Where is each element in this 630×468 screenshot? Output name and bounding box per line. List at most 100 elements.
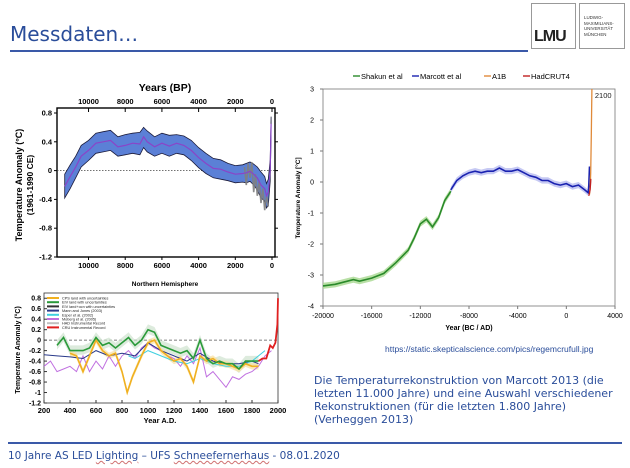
chart0-y-tick-label: -0.4 [39,195,53,204]
chart1-y-tick-label: -0.2 [29,348,41,355]
chart0-top-tick-label: 2000 [227,97,244,106]
chart0-top-tick-label: 10000 [78,97,99,106]
chart1-legend-label: Mann and Jones (2003) [62,309,103,313]
chart2-x-tick-label: 4000 [607,313,623,320]
footer-part4: Schneefernerhaus [173,450,270,462]
chart2-x-tick-label: 0 [564,313,568,320]
slide-footer: 10 Jahre AS LED Lighting – UFS Schneefer… [8,450,340,462]
chart1-x-tick-label: 1000 [140,406,157,415]
lmu-logo-mark: LMU [534,28,567,45]
chart2-series-hadcrut4 [588,178,592,197]
chart1-x-tick-label: 200 [38,406,51,415]
marcott-chart: Years (BP) Northern Hemisphere Temperatu… [14,82,278,288]
chart1-x-tick-label: 1400 [192,406,209,415]
chart2-legend-label: Shakun et al [361,72,403,81]
chart0-bottom-tick-label: 6000 [154,261,171,270]
chart2-series-shakun-et-al [322,190,452,287]
chart1-series-cru-instrumental [258,298,279,362]
chart1-cps-uncertainty [70,337,259,396]
chart0-top-title: Years (BP) [139,82,192,94]
chart0-instrumental-variance [243,161,270,211]
chart1-legend-label: HAD Instrumental Record [62,322,105,326]
chart1-legend-label: Moberg et al. (2005) [62,318,97,322]
chart2-band-shakun-et-al [323,188,451,289]
source-url[interactable]: https://static.skepticalscience.com/pics… [385,344,594,354]
chart0-top-tick-label: 4000 [190,97,207,106]
slide-title: Messdaten… [10,22,139,46]
chart1-xlabel: Year A.D. [144,416,177,425]
chart1-series-eiv-land [56,328,259,371]
chart0-ylabel: Temperature Anomaly (°C) [14,129,24,242]
mann-reconstructions-chart: Year A.D. Temperature Anomaly (°C) 200 40… [14,292,287,425]
chart1-y-tick-label: -0.6 [29,369,41,376]
chart1-legend-label: EIV land with uncertainties [62,301,107,305]
chart2-xlabel: Year (BC / AD) [445,325,492,332]
chart2-y-tick-label: -3 [308,273,314,280]
chart2-y-tick-label: -2 [308,242,314,249]
chart1-x-tick-label: 1200 [166,406,183,415]
chart0-y-tick-label: 0 [48,166,52,175]
chart1-x-tick-label: 2000 [270,406,287,415]
footer-part5: - 08.01.2020 [269,450,340,462]
chart1-y-tick-label: 0.8 [31,296,41,303]
lmu-logo-wordmark: LUDWIG- MAXIMILIANS- UNIVERSITÄT MÜNCHEN [579,3,625,49]
chart0-top-tick-label: 8000 [117,97,134,106]
chart2-x-tick-label: -4000 [509,313,527,320]
shakun-marcott-chart: Year (BC / AD) Temperature Anomaly [°C] … [294,72,623,332]
chart1-y-tick-label: 0.2 [31,327,41,334]
chart2-x-tick-label: -12000 [409,313,431,320]
chart2-y-tick-label: -4 [308,304,314,311]
chart2-x-tick-label: -20000 [312,313,334,320]
footer-line [8,442,622,444]
chart2-frame [322,88,616,307]
chart2-x-tick-label: -8000 [460,313,478,320]
chart1-y-tick-label: 0.6 [31,306,41,313]
chart0-bottom-tick-label: 0 [270,261,274,270]
chart2-legend-label: A1B [492,72,506,81]
chart1-y-tick-label: 0.4 [31,317,41,324]
chart2-y-tick-label: 1 [310,149,314,156]
chart1-y-tick-label: -0.4 [29,359,41,366]
chart1-x-tick-label: 1800 [244,406,261,415]
footer-part1: 10 Jahre AS LED [8,450,96,462]
chart0-top-tick-label: 0 [270,97,274,106]
chart2-y-tick-label: -1 [308,211,314,218]
chart0-xlabel: Northern Hemisphere [132,281,199,288]
chart2-x-tick-label: -16000 [361,313,383,320]
chart0-y-tick-label: -0.8 [39,224,52,233]
chart1-x-tick-label: 800 [116,406,129,415]
chart0-ylabel2: (1961-1990 CE) [25,155,35,216]
chart2-y-tick-label: 2 [310,118,314,125]
chart1-y-tick-label: -0.8 [29,380,41,387]
chart2-series-marcott-et-al [450,166,591,195]
chart1-y-tick-label: -1.2 [29,401,41,408]
chart1-y-tick-label: 0 [37,338,41,345]
title-underline [10,50,528,52]
chart2-y-tick-label: 3 [310,87,314,94]
chart0-bottom-tick-label: 2000 [227,261,244,270]
chart0-y-tick-label: 0.8 [42,109,52,118]
chart0-mean-line [64,123,272,198]
chart2-annotation-2100: 2100 [595,91,612,100]
chart0-y-tick-label: -1.2 [39,253,52,262]
chart0-bottom-tick-label: 10000 [78,261,99,270]
chart0-top-tick-label: 6000 [154,97,171,106]
chart1-legend-label: EIV land+ocn with uncertainties [62,305,115,309]
chart1-y-tick-label: -1 [35,390,41,397]
lmu-logo-name: LUDWIG- MAXIMILIANS- UNIVERSITÄT MÜNCHEN [584,15,614,37]
chart2-legend-label: Marcott et al [420,72,462,81]
lmu-logo: LMU [531,3,576,49]
chart1-x-tick-label: 600 [90,406,103,415]
chart2-legend-label: HadCRUT4 [531,72,570,81]
chart2-ylabel: Temperature Anomaly [°C] [294,157,302,238]
chart1-legend-label: CRU Instrumental Record [62,326,105,330]
chart1-ylabel: Temperature Anomaly (°C) [14,306,22,394]
slide-caption: Die Temperaturrekonstruktion von Marcott… [314,374,613,426]
chart2-y-tick-label: 0 [310,180,314,187]
chart1-x-tick-label: 400 [64,406,77,415]
chart0-bottom-tick-label: 4000 [190,261,207,270]
chart0-frame [56,107,276,258]
chart1-legend-label: CPS land with uncertainties [62,297,109,301]
chart0-bottom-tick-label: 8000 [117,261,134,270]
chart1-legend-label: Esper et al. (2002) [62,313,94,317]
